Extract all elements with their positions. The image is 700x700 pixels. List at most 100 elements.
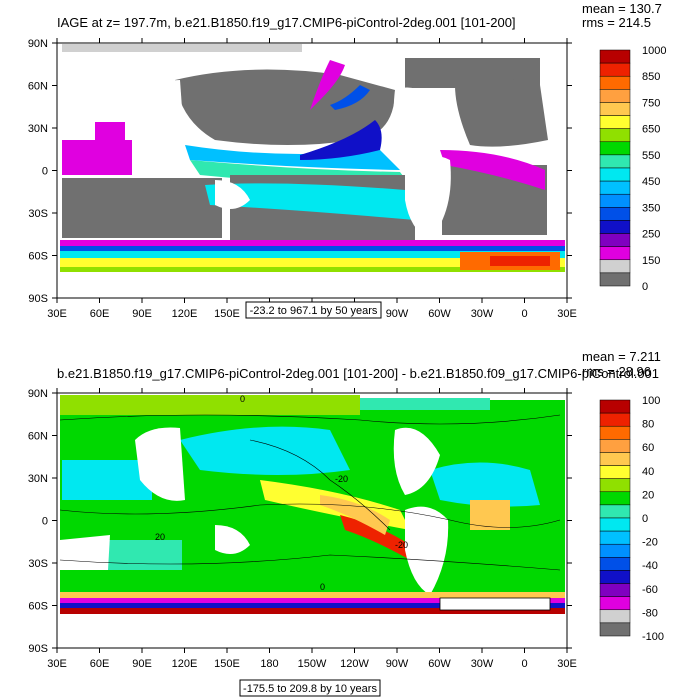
colorbar-swatch [599, 141, 631, 156]
panel1-colorbar: 1000 850 750 650 550 450 350 250 150 0 [599, 45, 666, 293]
lat-tick-label: 30N [28, 123, 48, 135]
colorbar-swatch [599, 452, 631, 466]
panel2-range-label: -175.5 to 209.8 by 10 years [243, 683, 377, 695]
lon-tick-label: 180 [260, 658, 278, 670]
lon-tick-label: 150E [214, 308, 240, 320]
panel2-title: b.e21.B1850.f19_g17.CMIP6-piControl-2deg… [57, 366, 659, 381]
lat-tick-label: 90N [28, 38, 48, 50]
colorbar-swatch [599, 233, 631, 247]
lon-tick-label: 60E [90, 658, 110, 670]
colorbar-swatch [599, 583, 631, 597]
panel1-mean: mean = 130.7 [582, 1, 662, 16]
colorbar-label: 650 [642, 124, 660, 136]
colorbar-label: 1000 [642, 45, 666, 57]
colorbar-swatch [599, 272, 631, 287]
colorbar-swatch [599, 622, 631, 637]
colorbar-swatch [599, 128, 631, 143]
colorbar-swatch [599, 425, 631, 440]
lon-tick-label: 150E [214, 658, 240, 670]
colorbar-label: 550 [642, 150, 660, 162]
colorbar-swatch [599, 115, 631, 129]
colorbar-label: 0 [642, 281, 648, 293]
lat-tick-label: 0 [42, 166, 48, 178]
contour-label-4: 0 [320, 582, 325, 592]
panel-1: IAGE at z= 197.7m, b.e21.B1850.f19_g17.C… [28, 1, 667, 320]
colorbar-swatch [599, 62, 631, 77]
colorbar-label: 20 [642, 489, 654, 501]
colorbar-swatch [599, 259, 631, 274]
colorbar-swatch [599, 193, 631, 208]
lon-tick-label: 30E [47, 658, 67, 670]
colorbar-label: 150 [642, 255, 660, 267]
panel1-rms: rms = 214.5 [582, 15, 651, 30]
colorbar-swatch [599, 439, 631, 453]
colorbar-label: 750 [642, 97, 660, 109]
lon-tick-label: 30W [471, 308, 494, 320]
colorbar-swatch [599, 399, 631, 414]
lon-tick-label: 30W [471, 658, 494, 670]
colorbar-label: 850 [642, 71, 660, 83]
lat-tick-label: 30S [28, 558, 48, 570]
panel2-colorbar: 100 80 60 40 20 0 -20 -40 -60 -80 -100 [599, 395, 664, 643]
colorbar-label: -80 [642, 607, 658, 619]
lon-tick-label: 0 [521, 658, 527, 670]
lat-tick-label: 30S [28, 208, 48, 220]
colorbar-swatch [599, 167, 631, 182]
colorbar-swatch [599, 570, 631, 584]
colorbar-swatch [599, 557, 631, 571]
lat-tick-label: 30N [28, 473, 48, 485]
lon-tick-label: 90E [132, 658, 152, 670]
contour-label-3: -20 [395, 540, 408, 550]
colorbar-label: -40 [642, 560, 658, 572]
panel1-range-label: -23.2 to 967.1 by 50 years [250, 305, 378, 317]
colorbar-swatch [599, 180, 631, 195]
colorbar-label: 100 [642, 395, 660, 407]
panel1-title: IAGE at z= 197.7m, b.e21.B1850.f19_g17.C… [57, 15, 516, 30]
panel2-rms: rms = 28.96 [582, 364, 651, 379]
lat-tick-label: 60S [28, 601, 48, 613]
colorbar-label: 80 [642, 419, 654, 431]
colorbar-swatch [599, 246, 631, 261]
lon-tick-label: 30E [557, 658, 577, 670]
colorbar-swatch [599, 49, 631, 64]
colorbar-swatch [599, 220, 631, 234]
lon-tick-label: 60W [428, 308, 451, 320]
lon-tick-label: 30E [47, 308, 67, 320]
colorbar-label: -100 [642, 631, 664, 643]
colorbar-label: 350 [642, 202, 660, 214]
colorbar-label: 250 [642, 229, 660, 241]
lon-tick-label: 60E [90, 308, 110, 320]
colorbar-swatch [599, 154, 631, 169]
panel-2: b.e21.B1850.f19_g17.CMIP6-piControl-2deg… [28, 349, 664, 697]
lon-tick-label: 120W [340, 658, 369, 670]
panel2-lon-axis: 30E 60E 90E 120E 150E 180 150W 120W 90W 60W 30W 0 30… [47, 388, 577, 670]
colorbar-swatch [599, 517, 631, 532]
colorbar-swatch [599, 75, 631, 90]
colorbar-swatch [599, 207, 631, 221]
contour-label-1: -20 [335, 474, 348, 484]
panel2-range-box: -175.5 to 209.8 by 10 years [239, 679, 381, 697]
panel1-range-box: -23.2 to 967.1 by 50 years [245, 301, 382, 319]
lat-tick-label: 60N [28, 431, 48, 443]
colorbar-swatch [599, 596, 631, 611]
lat-tick-label: 90N [28, 388, 48, 400]
lon-tick-label: 60W [428, 658, 451, 670]
colorbar-swatch [599, 491, 631, 506]
colorbar-swatch [599, 543, 631, 558]
contour-label-2: 20 [155, 532, 165, 542]
lat-tick-label: 0 [42, 516, 48, 528]
lon-tick-label: 30E [557, 308, 577, 320]
lat-tick-label: 60S [28, 251, 48, 263]
lat-tick-label: 60N [28, 81, 48, 93]
colorbar-swatch [599, 412, 631, 427]
lon-tick-label: 90E [132, 308, 152, 320]
lon-tick-label: 120E [172, 658, 198, 670]
colorbar-label: 450 [642, 176, 660, 188]
panel1-lat-axis: 90N 60N 30N 0 30S 60S 90S [28, 38, 572, 305]
lon-tick-label: 120E [172, 308, 198, 320]
panel1-map [56, 42, 568, 299]
colorbar-swatch [599, 478, 631, 493]
colorbar-swatch [599, 609, 631, 624]
colorbar-label: -20 [642, 537, 658, 549]
colorbar-swatch [599, 530, 631, 545]
